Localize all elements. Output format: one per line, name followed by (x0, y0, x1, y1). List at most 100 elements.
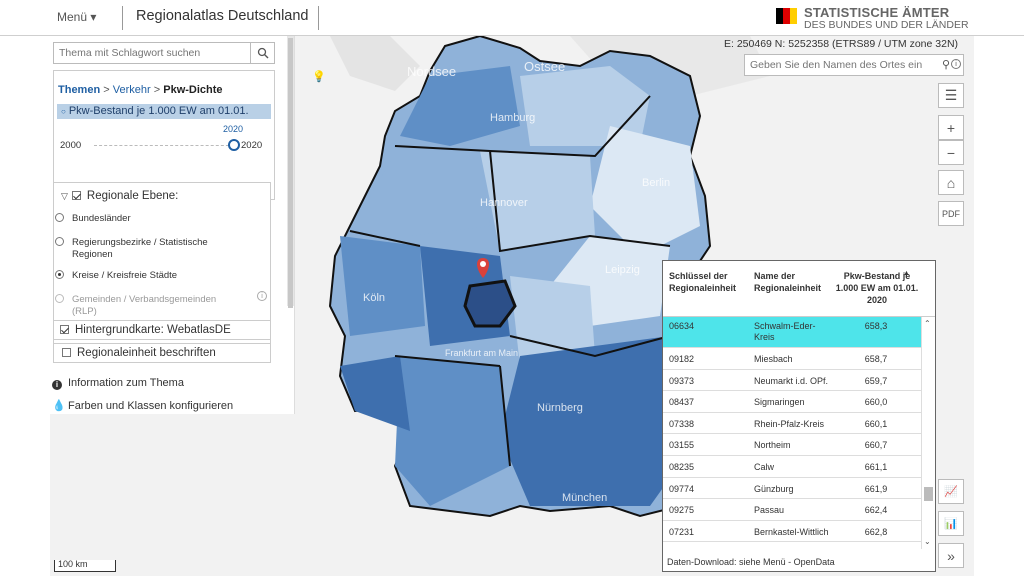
map-label-hannover: Hannover (480, 197, 528, 209)
plus-icon: + (946, 119, 956, 136)
year-slider-handle[interactable] (228, 139, 240, 151)
breadcrumb-separator: > (153, 84, 161, 96)
table-row[interactable]: 06634 Schwalm-Eder-Kreis 658,3 (663, 317, 921, 348)
cell-name: Calw (754, 461, 775, 472)
chart-button[interactable]: 📈 (938, 479, 964, 504)
level-option-regierungsbezirke[interactable]: Regierungsbezirke / Statistische Regione… (55, 237, 242, 261)
cell-key: 08437 (669, 397, 695, 408)
column-header-name[interactable]: Name der Regionaleinheit (754, 271, 822, 293)
radio-regierungsbezirke[interactable] (55, 237, 64, 246)
menu-button[interactable]: Menü ▾ (57, 10, 97, 24)
info-topic-label: Information zum Thema (68, 377, 184, 389)
table-row[interactable]: 09774 Günzburg 661,9 (663, 478, 921, 500)
search-icon[interactable]: ⚲ (941, 59, 950, 71)
zoom-out-button[interactable]: − (938, 140, 964, 165)
collapse-toggle-icon[interactable]: ▽ (61, 191, 68, 201)
background-map-toggle[interactable]: Hintergrundkarte: WebatlasDE (53, 320, 271, 340)
logo-subtitle: DES BUNDES UND DER LÄNDER (804, 19, 969, 31)
minus-icon: − (946, 144, 956, 161)
app-title: Regionalatlas Deutschland (136, 8, 309, 24)
table-row[interactable]: 03155 Northeim 660,7 (663, 434, 921, 456)
label-regions-checkbox[interactable] (62, 348, 71, 358)
coordinates-readout: E: 250469 N: 5252358 (ETRS89 / UTM zone … (724, 38, 959, 50)
home-icon: ⌂ (946, 174, 956, 191)
scroll-up-icon[interactable]: ⌃ (924, 319, 931, 328)
zoom-in-button[interactable]: + (938, 115, 964, 140)
region-shape (480, 151, 595, 251)
panel-scrollbar-thumb[interactable] (288, 38, 293, 308)
panel-scrollbar[interactable] (287, 36, 294, 308)
info-icon[interactable]: i (951, 59, 961, 69)
topic-search-input[interactable] (54, 43, 244, 63)
map-marker-icon[interactable] (477, 258, 489, 278)
cell-name: Sigmaringen (754, 397, 805, 408)
region-shape (520, 66, 650, 146)
level-option-bundeslaender[interactable]: Bundesländer (55, 213, 131, 225)
table-row[interactable]: 07231 Bernkastel-Wittlich 662,8 (663, 521, 921, 543)
table-scrollbar-thumb[interactable] (924, 487, 933, 501)
legend-button[interactable]: ☰ (938, 83, 964, 108)
table-header: Schlüssel der Regionaleinheit Name der R… (663, 261, 935, 317)
breadcrumb-item-themen[interactable]: Themen (58, 84, 101, 96)
map-label-nordsee: Nordsee (407, 64, 456, 79)
app-header: Menü ▾ Regionalatlas Deutschland STATIST… (0, 0, 1024, 36)
cell-key: 07231 (669, 526, 695, 537)
cell-value: 661,9 (864, 483, 888, 494)
column-header-key[interactable]: Schlüssel der Regionaleinheit (669, 271, 737, 293)
home-button[interactable]: ⌂ (938, 170, 964, 195)
level-option-kreise[interactable]: Kreise / Kreisfreie Städte (55, 270, 177, 282)
background-map-label: Hintergrundkarte: WebatlasDE (75, 324, 231, 336)
table-row[interactable]: 08437 Sigmaringen 660,0 (663, 391, 921, 413)
collapse-button[interactable]: » (938, 543, 964, 568)
place-search-input[interactable] (745, 55, 935, 75)
flag-stripe (790, 8, 797, 24)
table-row[interactable]: 09373 Neumarkt i.d. OPf. 659,7 (663, 370, 921, 392)
bullet-icon: ○ (61, 107, 66, 116)
lightbulb-icon[interactable]: 💡 (312, 71, 326, 83)
selected-region-shape[interactable] (463, 279, 517, 328)
table-row[interactable]: 09275 Passau 662,4 (663, 499, 921, 521)
drop-icon: 💧 (52, 400, 66, 412)
radio-kreise[interactable] (55, 270, 64, 279)
table-row[interactable]: 08235 Calw 661,1 (663, 456, 921, 478)
german-flag-icon (776, 8, 800, 24)
info-icon[interactable]: i (257, 291, 267, 301)
download-hint: Daten-Download: siehe Menü - OpenData (667, 557, 835, 567)
neighbour-land-shape (330, 36, 420, 91)
cell-key: 09275 (669, 505, 695, 516)
column-header-value[interactable]: Pkw-Bestand je 1.000 EW am 01.01. 2020 (835, 270, 919, 306)
scroll-down-icon[interactable]: ⌄ (924, 537, 931, 546)
cell-value: 660,7 (864, 440, 888, 451)
label-regions-toggle[interactable]: Regionaleinheit beschriften (53, 343, 271, 363)
radio-gemeinden (55, 294, 64, 303)
map-label-leipzig: Leipzig (605, 264, 640, 276)
table-row[interactable]: 07338 Rhein-Pfalz-Kreis 660,1 (663, 413, 921, 435)
info-topic-link[interactable]: i Information zum Thema (52, 377, 184, 390)
statistics-offices-logo: STATISTISCHE ÄMTER DES BUNDES UND DER LÄ… (776, 4, 972, 32)
table-row[interactable]: 09182 Miesbach 658,7 (663, 348, 921, 370)
configure-colors-link[interactable]: 💧 Farben und Klassen konfigurieren (52, 399, 233, 412)
regional-level-checkbox[interactable] (71, 191, 81, 201)
cell-key: 07338 (669, 418, 695, 429)
header-divider (318, 6, 319, 30)
background-map-checkbox[interactable] (60, 325, 69, 335)
regional-level-label: Regionale Ebene: (86, 190, 179, 202)
slider-min-label: 2000 (60, 140, 82, 151)
pdf-button[interactable]: PDF (938, 201, 964, 226)
cell-key: 09774 (669, 483, 695, 494)
sort-asc-icon[interactable]: ▲ (903, 270, 910, 277)
configure-colors-label: Farben und Klassen konfigurieren (68, 400, 234, 412)
radio-bundeslaender[interactable] (55, 213, 64, 222)
double-chevron-right-icon: » (947, 547, 955, 564)
breadcrumb-item-verkehr[interactable]: Verkehr (112, 84, 151, 96)
search-button[interactable] (250, 43, 274, 63)
cell-name: Günzburg (754, 483, 794, 494)
bar-chart-button[interactable]: 📊 (938, 511, 964, 536)
topic-panel: Themen > Verkehr > Pkw-Dichte ○Pkw-Besta… (50, 36, 326, 414)
flag-stripe (783, 8, 790, 24)
table-scrollbar[interactable]: ⌃ ⌄ (921, 317, 935, 549)
regional-level-heading[interactable]: ▽ Regionale Ebene: (61, 190, 178, 202)
search-icon (257, 47, 268, 59)
year-slider-track[interactable] (94, 145, 234, 146)
indicator-item[interactable]: ○ Pkw-Bestand je 1.000 EW am 01.01. (57, 104, 271, 119)
